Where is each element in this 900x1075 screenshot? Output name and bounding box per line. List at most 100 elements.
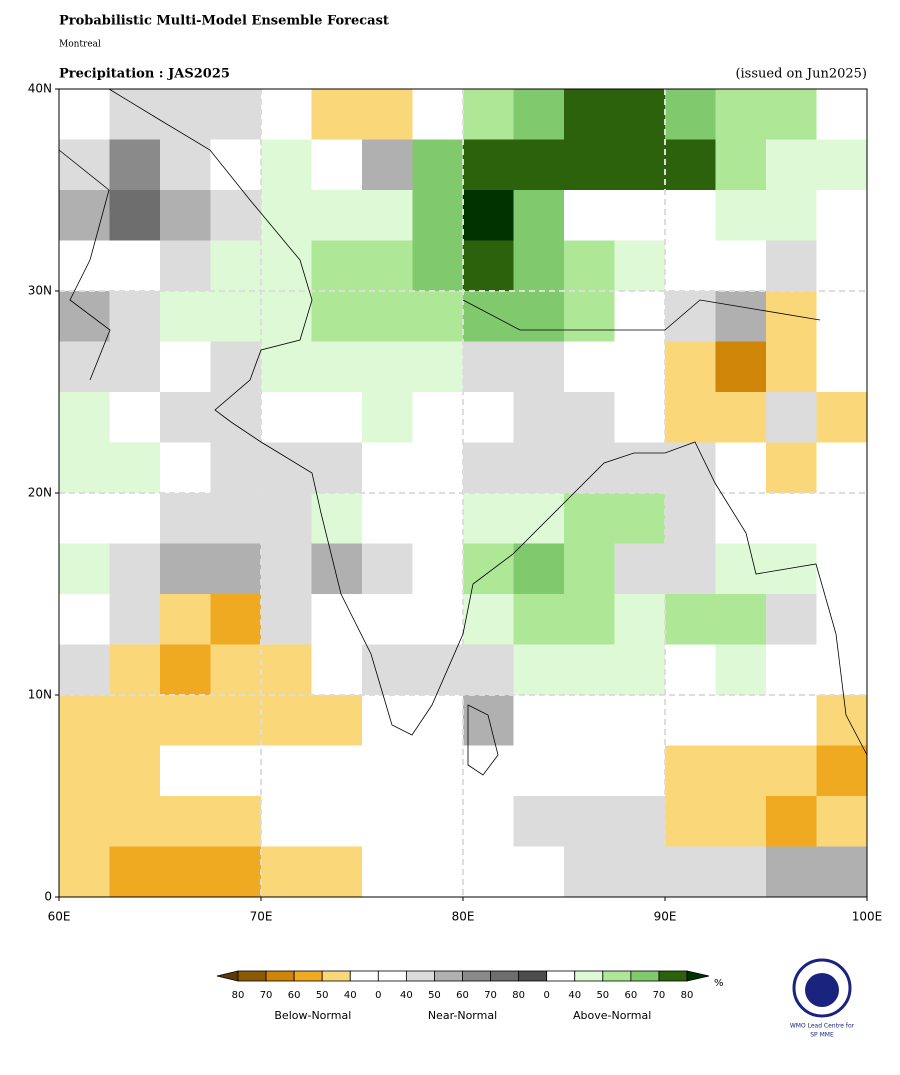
cell bbox=[261, 341, 312, 393]
cell bbox=[564, 594, 615, 645]
cell bbox=[160, 644, 211, 696]
cell bbox=[715, 745, 767, 797]
cell bbox=[715, 493, 767, 544]
cell bbox=[59, 392, 110, 443]
cell bbox=[665, 846, 716, 898]
cell bbox=[614, 190, 666, 241]
cell bbox=[362, 190, 413, 241]
colorbar-segment bbox=[602, 970, 632, 982]
cell bbox=[210, 543, 262, 595]
cell bbox=[412, 240, 464, 292]
colorbar-unit: % bbox=[714, 978, 724, 989]
cell bbox=[160, 291, 211, 342]
cell bbox=[261, 190, 312, 241]
cell bbox=[766, 846, 817, 898]
cell bbox=[160, 695, 211, 746]
colorbar-tick-label: 80 bbox=[232, 990, 245, 1001]
cell bbox=[261, 796, 312, 847]
cell bbox=[665, 493, 716, 544]
cell bbox=[614, 139, 666, 191]
cell bbox=[59, 240, 110, 292]
cell bbox=[261, 139, 312, 191]
colorbar-category: Below-Normal bbox=[274, 1009, 351, 1022]
cell bbox=[362, 745, 413, 797]
colorbar-segment bbox=[349, 970, 379, 982]
cell bbox=[160, 392, 211, 443]
cell bbox=[261, 240, 312, 292]
cell bbox=[564, 745, 615, 797]
cell bbox=[766, 392, 817, 443]
cell bbox=[412, 543, 464, 595]
cell bbox=[59, 341, 110, 393]
cell bbox=[160, 846, 211, 898]
cell bbox=[766, 89, 817, 140]
cell bbox=[109, 89, 161, 140]
subtitle: Montreal bbox=[59, 40, 101, 50]
cell bbox=[513, 291, 565, 342]
cell bbox=[816, 341, 868, 393]
cell bbox=[463, 493, 514, 544]
cell bbox=[665, 695, 716, 746]
cell bbox=[362, 695, 413, 746]
cells bbox=[59, 89, 868, 898]
colorbar-segment bbox=[490, 970, 520, 982]
cell bbox=[59, 291, 110, 342]
cell bbox=[59, 493, 110, 544]
cell bbox=[766, 139, 817, 191]
cell bbox=[513, 341, 565, 393]
cell bbox=[665, 89, 716, 140]
cell bbox=[766, 644, 817, 696]
cell bbox=[261, 291, 312, 342]
cell bbox=[261, 695, 312, 746]
cell bbox=[816, 644, 868, 696]
cell bbox=[59, 190, 110, 241]
cell bbox=[311, 695, 363, 746]
cell bbox=[210, 291, 262, 342]
cell bbox=[513, 392, 565, 443]
cell bbox=[362, 139, 413, 191]
cell bbox=[311, 291, 363, 342]
cell bbox=[362, 291, 413, 342]
cell bbox=[614, 442, 666, 494]
cell bbox=[513, 139, 565, 191]
colorbar-category: Above-Normal bbox=[573, 1009, 651, 1022]
cell bbox=[463, 190, 514, 241]
cell bbox=[715, 543, 767, 595]
cell bbox=[614, 796, 666, 847]
cell bbox=[564, 139, 615, 191]
colorbar-tick-label: 50 bbox=[428, 990, 441, 1001]
cell bbox=[513, 89, 565, 140]
cell bbox=[564, 89, 615, 140]
cell bbox=[614, 543, 666, 595]
cell bbox=[210, 341, 262, 393]
cell bbox=[311, 240, 363, 292]
colorbar-segment bbox=[434, 970, 463, 982]
colorbar-extend bbox=[216, 970, 239, 982]
title: Probabilistic Multi-Model Ensemble Forec… bbox=[59, 14, 389, 29]
cell bbox=[109, 240, 161, 292]
cell bbox=[766, 745, 817, 797]
cell bbox=[513, 695, 565, 746]
cell bbox=[715, 89, 767, 140]
cell bbox=[210, 493, 262, 544]
y-tick-label: 20N bbox=[28, 486, 52, 500]
colorbar-tick-label: 0 bbox=[375, 990, 381, 1001]
cell bbox=[816, 442, 868, 494]
cell bbox=[160, 594, 211, 645]
x-tick-label: 60E bbox=[48, 910, 71, 924]
cell bbox=[412, 291, 464, 342]
cell bbox=[715, 190, 767, 241]
cell bbox=[816, 493, 868, 544]
cell bbox=[311, 796, 363, 847]
cell bbox=[513, 644, 565, 696]
cell bbox=[59, 543, 110, 595]
cell bbox=[160, 89, 211, 140]
cell bbox=[715, 796, 767, 847]
cell bbox=[463, 644, 514, 696]
cell bbox=[614, 644, 666, 696]
cell bbox=[665, 745, 716, 797]
cell bbox=[513, 543, 565, 595]
cell bbox=[59, 695, 110, 746]
cell bbox=[109, 493, 161, 544]
cell bbox=[160, 745, 211, 797]
